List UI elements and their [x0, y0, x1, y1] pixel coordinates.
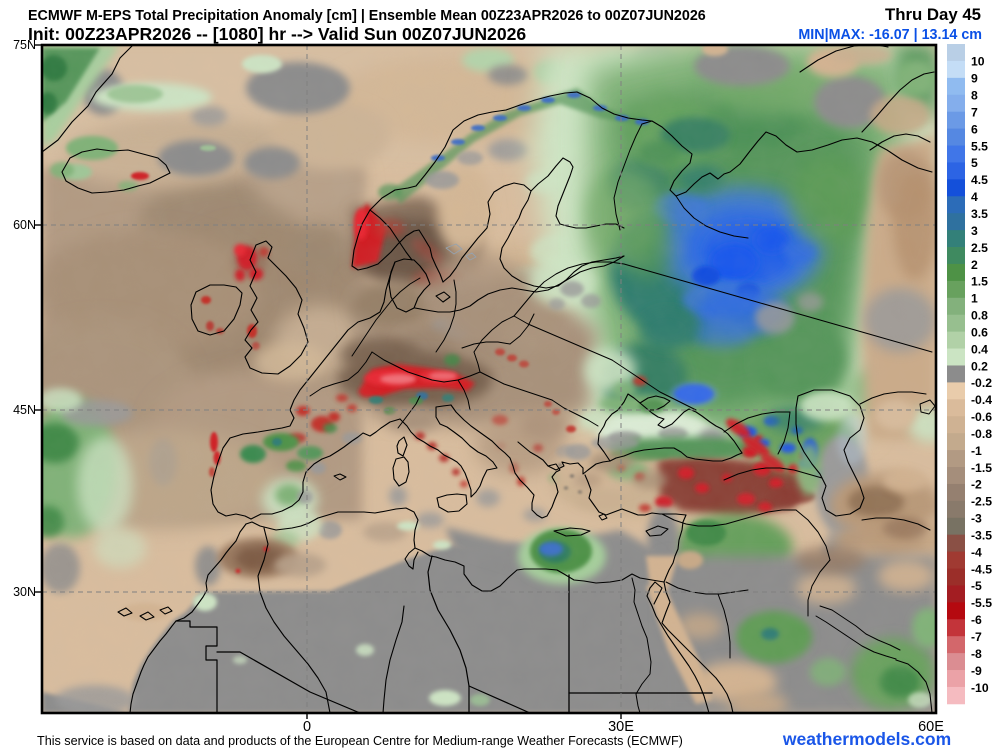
svg-text:-0.2: -0.2 — [971, 376, 992, 390]
svg-text:-4: -4 — [971, 545, 982, 559]
svg-text:8: 8 — [971, 89, 978, 103]
svg-text:75N: 75N — [13, 38, 36, 52]
svg-text:Init: 00Z23APR2026 -- [1080] h: Init: 00Z23APR2026 -- [1080] hr --> Vali… — [28, 24, 526, 44]
svg-text:Thru Day 45: Thru Day 45 — [885, 5, 981, 24]
svg-text:-1: -1 — [971, 444, 982, 458]
svg-text:0.6: 0.6 — [971, 325, 988, 339]
svg-text:4: 4 — [971, 190, 978, 204]
svg-text:-1.5: -1.5 — [971, 461, 992, 475]
svg-text:-7: -7 — [971, 630, 982, 644]
svg-text:1: 1 — [971, 292, 978, 306]
svg-text:3: 3 — [971, 224, 978, 238]
svg-text:2: 2 — [971, 258, 978, 272]
svg-text:10: 10 — [971, 55, 985, 69]
svg-text:3.5: 3.5 — [971, 207, 988, 221]
svg-text:45N: 45N — [13, 403, 36, 417]
svg-text:-6: -6 — [971, 613, 982, 627]
svg-text:-8: -8 — [971, 647, 982, 661]
svg-text:-2.5: -2.5 — [971, 495, 992, 509]
svg-text:weathermodels.com: weathermodels.com — [782, 729, 951, 749]
svg-text:0.2: 0.2 — [971, 359, 988, 373]
svg-text:-10: -10 — [971, 681, 989, 695]
svg-text:2.5: 2.5 — [971, 241, 988, 255]
svg-text:60N: 60N — [13, 218, 36, 232]
svg-text:0.8: 0.8 — [971, 309, 988, 323]
svg-text:-3: -3 — [971, 512, 982, 526]
svg-text:-4.5: -4.5 — [971, 562, 992, 576]
svg-text:-0.6: -0.6 — [971, 410, 992, 424]
svg-text:MIN|MAX: -16.07 | 13.14 cm: MIN|MAX: -16.07 | 13.14 cm — [798, 27, 982, 43]
svg-text:-9: -9 — [971, 664, 982, 678]
svg-text:60E: 60E — [918, 719, 944, 735]
svg-text:1.5: 1.5 — [971, 275, 988, 289]
svg-text:0.4: 0.4 — [971, 342, 988, 356]
svg-text:6: 6 — [971, 122, 978, 136]
svg-text:-3.5: -3.5 — [971, 528, 992, 542]
svg-text:9: 9 — [971, 72, 978, 86]
svg-text:-0.4: -0.4 — [971, 393, 992, 407]
svg-text:5.5: 5.5 — [971, 139, 988, 153]
svg-text:4.5: 4.5 — [971, 173, 988, 187]
svg-text:This service is based on data: This service is based on data and produc… — [37, 734, 683, 748]
svg-text:-0.8: -0.8 — [971, 427, 992, 441]
svg-text:7: 7 — [971, 105, 978, 119]
svg-text:30N: 30N — [13, 585, 36, 599]
svg-text:30E: 30E — [608, 719, 634, 735]
svg-text:-5: -5 — [971, 579, 982, 593]
svg-text:5: 5 — [971, 156, 978, 170]
svg-text:-2: -2 — [971, 478, 982, 492]
svg-text:0: 0 — [303, 719, 311, 735]
svg-text:-5.5: -5.5 — [971, 596, 992, 610]
svg-text:ECMWF M-EPS Total Precipitatio: ECMWF M-EPS Total Precipitation Anomaly … — [28, 8, 706, 24]
